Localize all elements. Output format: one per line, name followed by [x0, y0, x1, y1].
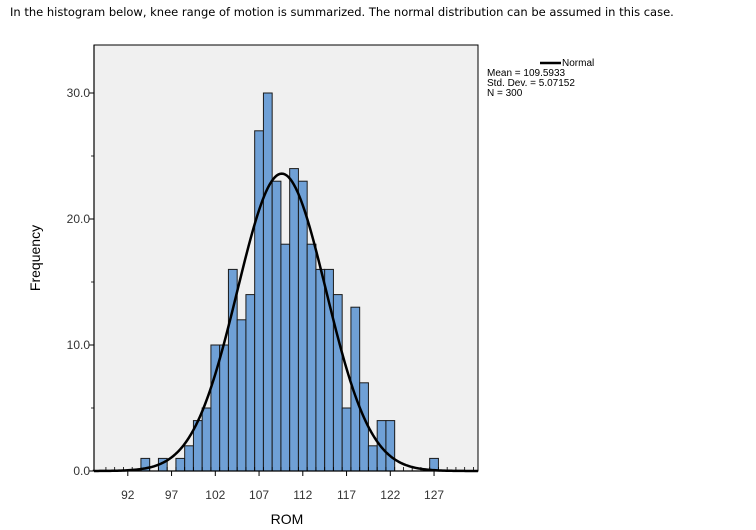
histogram-bar — [367, 445, 378, 472]
histogram-bar — [219, 344, 229, 472]
histogram-bar — [254, 130, 264, 472]
histogram-bar — [297, 180, 308, 472]
legend: Normal Mean = 109.5933 Std. Dev. = 5.071… — [487, 58, 594, 99]
y-tick-label: 30.0 — [67, 86, 91, 100]
x-tick-label: 102 — [205, 488, 225, 502]
x-tick-label: 122 — [380, 488, 400, 502]
histogram-bar — [280, 243, 291, 472]
axes-layer — [93, 45, 478, 472]
normal-curve — [92, 172, 479, 473]
legend-n: N = 300 — [487, 88, 523, 99]
x-tick-label: 117 — [337, 488, 356, 502]
y-axis-label: Frequency — [27, 225, 43, 291]
y-tick-label: 0.0 — [73, 464, 90, 478]
legend-mean: Mean = 109.5933 — [487, 68, 566, 79]
x-tick-label: 112 — [293, 488, 312, 502]
legend-std-dev: Std. Dev. = 5.07152 — [487, 78, 575, 89]
histogram-bar — [184, 445, 194, 472]
x-axis-label: ROM — [271, 511, 304, 527]
y-tick-label: 10.0 — [67, 338, 91, 352]
bars-layer — [140, 92, 439, 472]
histogram-bar — [201, 407, 212, 472]
x-tick-label: 97 — [165, 488, 179, 502]
x-tick-label: 92 — [121, 488, 135, 502]
x-tick-label: 127 — [424, 488, 444, 502]
histogram-bar — [306, 243, 317, 472]
legend-series-label: Normal — [562, 58, 594, 69]
histogram-bar — [236, 319, 247, 472]
x-tick-label: 107 — [249, 488, 269, 502]
histogram-bar — [271, 180, 282, 472]
ticks-layer: 0.0 10.0 20.0 30.0 92 97 102 107 112 117 122 127 — [67, 86, 445, 502]
histogram-bar — [175, 457, 186, 472]
histogram-bar — [341, 407, 352, 472]
histogram-bar — [245, 294, 256, 472]
histogram-bar — [315, 268, 326, 472]
histogram-bar — [385, 420, 396, 472]
intro-text: In the histogram below, knee range of mo… — [10, 5, 674, 19]
y-tick-label: 20.0 — [67, 212, 91, 226]
histogram-bar — [262, 92, 273, 472]
histogram-bar — [289, 168, 299, 472]
